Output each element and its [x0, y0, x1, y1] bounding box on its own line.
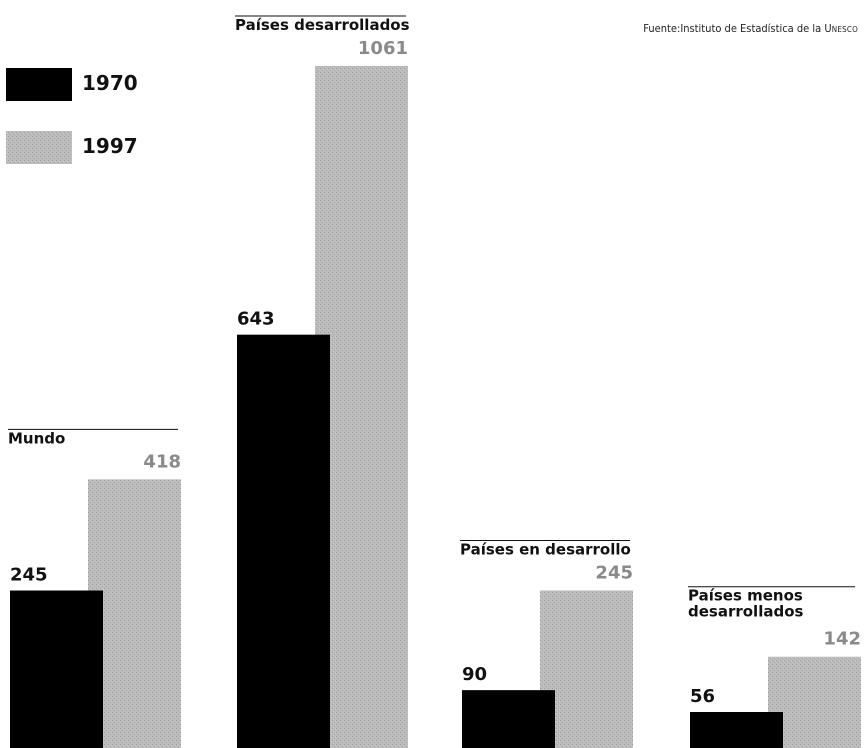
bar-group: 643 1061 Países desarrollados	[235, 15, 410, 748]
value-label-1997: 142	[823, 629, 861, 650]
value-label-1970: 643	[237, 309, 275, 330]
legend: 1970 1997	[6, 68, 138, 164]
value-label-1970: 56	[690, 686, 715, 707]
value-label-1970: 245	[10, 565, 48, 586]
legend-label-1970: 1970	[82, 71, 138, 95]
value-label-1997: 418	[143, 451, 181, 472]
bar-1970	[237, 334, 330, 748]
bar-1970	[462, 690, 555, 748]
group-title: Países desarrollados	[235, 16, 410, 34]
group-title: Países en desarrollo	[460, 541, 631, 559]
legend-swatch-1997	[6, 131, 72, 164]
bar-group: 245 418 Mundo	[8, 428, 181, 748]
bar-1970	[10, 590, 103, 748]
group-title: Mundo	[8, 429, 65, 447]
bar-groups: 245 418 Mundo 643 1061 Países desarrollados 90…	[8, 15, 861, 748]
bar-1970	[690, 712, 783, 748]
bar-group: 90 245 Países en desarrollo	[460, 540, 633, 748]
group-title: desarrollados	[688, 603, 804, 621]
source-note: Fuente:Instituto de Estadística de la UN…	[643, 22, 858, 35]
bar-1997	[88, 479, 181, 748]
value-label-1997: 1061	[358, 38, 408, 59]
legend-label-1997: 1997	[82, 134, 138, 158]
bar-1997	[768, 656, 861, 748]
source-unesco: UNESCO	[824, 22, 858, 35]
legend-swatch-1970	[6, 68, 72, 101]
bar-1997	[315, 66, 408, 748]
group-title: Países menos	[688, 587, 803, 605]
bar-1997	[540, 590, 633, 748]
value-label-1997: 245	[595, 563, 633, 584]
value-label-1970: 90	[462, 664, 487, 685]
